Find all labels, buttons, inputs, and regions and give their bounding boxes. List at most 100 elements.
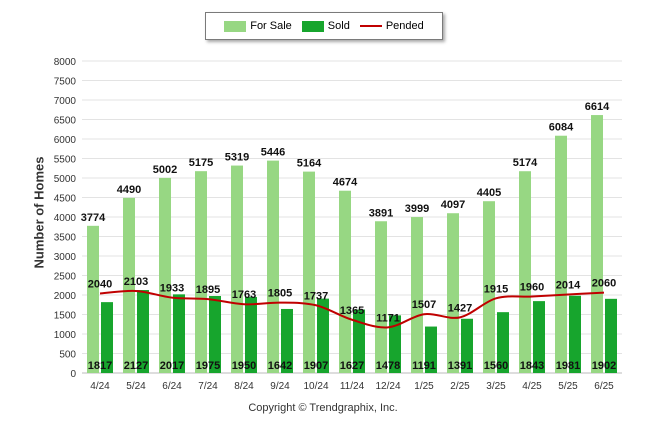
data-label-for-sale: 5002 [153,164,177,176]
data-label-pended: 1960 [520,282,544,294]
data-label-sold: 1975 [196,360,220,372]
bar-sold [209,295,221,373]
data-label-pended: 1763 [232,289,256,301]
bar-for-sale [195,171,207,373]
y-tick-label: 1500 [54,311,77,322]
y-tick-label: 3000 [54,252,77,263]
legend-label-for-sale: For Sale [250,20,292,32]
legend-item-pended: Pended [359,20,424,32]
data-label-sold: 1191 [412,360,436,372]
copyright-text: Copyright © Trendgraphix, Inc. [248,402,398,414]
bar-for-sale [303,171,315,373]
x-tick-label: 12/24 [375,381,400,392]
legend-label-pended: Pended [385,20,424,32]
data-label-sold: 1843 [520,360,544,372]
x-tick-label: 11/24 [340,381,365,392]
data-label-pended: 1171 [376,312,400,324]
bar-sold [605,298,617,373]
data-label-pended: 2060 [592,278,616,290]
data-label-sold: 1981 [556,360,580,372]
y-tick-label: 4500 [54,194,77,205]
x-tick-label: 8/24 [234,381,254,392]
y-tick-label: 5000 [54,174,77,185]
bar-sold [245,296,257,373]
data-label-pended: 1507 [412,299,436,311]
bar-sold [317,298,329,373]
bar-sold [389,315,401,373]
x-tick-label: 4/25 [522,381,542,392]
data-label-for-sale: 5164 [297,158,322,170]
data-label-pended: 2014 [556,279,581,291]
data-label-sold: 1817 [88,360,112,372]
y-tick-label: 5500 [54,155,77,166]
data-label-sold: 1642 [268,360,292,372]
data-label-pended: 1737 [304,290,328,302]
x-tick-label: 10/24 [303,381,328,392]
legend-swatch-pended [359,25,382,27]
bar-for-sale [267,160,279,373]
data-label-pended: 1915 [484,283,508,295]
y-tick-label: 8000 [54,57,77,68]
data-label-for-sale: 4490 [117,184,141,196]
x-tick-label: 1/25 [414,381,434,392]
data-label-pended: 2040 [88,278,112,290]
bar-sold [533,301,545,373]
y-tick-label: 6000 [54,135,77,146]
legend-item-sold: Sold [301,20,350,32]
y-tick-label: 2500 [54,272,77,283]
x-tick-label: 2/25 [450,381,470,392]
bar-sold [281,308,293,373]
bar-for-sale [159,177,171,373]
bar-sold [461,318,473,373]
bar-sold [137,290,149,373]
data-label-sold: 2017 [160,360,184,372]
x-tick-label: 6/25 [594,381,614,392]
bar-sold [173,294,185,373]
bar-sold [569,295,581,373]
legend-swatch-sold [301,20,324,32]
data-label-pended: 1365 [340,305,364,317]
data-label-sold: 1950 [232,360,256,372]
y-tick-label: 7000 [54,96,77,107]
data-label-sold: 2127 [124,360,148,372]
bar-for-sale [375,221,387,373]
y-tick-label: 6500 [54,116,77,127]
data-label-for-sale: 5319 [225,152,249,164]
bar-for-sale [339,190,351,373]
data-label-for-sale: 4674 [333,177,358,189]
x-tick-label: 9/24 [270,381,290,392]
data-label-for-sale: 5175 [189,157,213,169]
bar-for-sale [483,201,495,373]
x-tick-label: 4/24 [90,381,110,392]
data-label-for-sale: 6614 [585,101,610,113]
data-label-sold: 1902 [592,360,616,372]
legend-swatch-for-sale [224,20,247,32]
y-tick-label: 7500 [54,77,77,88]
y-tick-label: 3500 [54,233,77,244]
data-label-pended: 1895 [196,284,220,296]
bar-for-sale [519,171,531,373]
data-label-sold: 1627 [340,360,364,372]
bar-for-sale [411,217,423,373]
data-label-sold: 1391 [448,360,472,372]
line-pended [99,289,605,329]
data-label-sold: 1907 [304,360,328,372]
data-label-for-sale: 3774 [81,212,106,224]
data-label-for-sale: 6084 [549,122,574,134]
data-label-pended: 2103 [124,276,148,288]
x-tick-label: 5/24 [126,381,146,392]
y-tick-label: 0 [70,369,76,380]
data-label-sold: 1560 [484,360,508,372]
legend-item-for-sale: For Sale [224,20,292,32]
data-label-pended: 1933 [160,283,184,295]
bar-for-sale [555,135,567,373]
bar-sold [425,326,437,373]
y-tick-label: 500 [59,350,76,361]
data-label-pended: 1427 [448,302,472,314]
y-tick-label: 1000 [54,330,77,341]
y-tick-label: 2000 [54,291,77,302]
data-label-for-sale: 4097 [441,199,465,211]
bar-sold [101,302,113,373]
